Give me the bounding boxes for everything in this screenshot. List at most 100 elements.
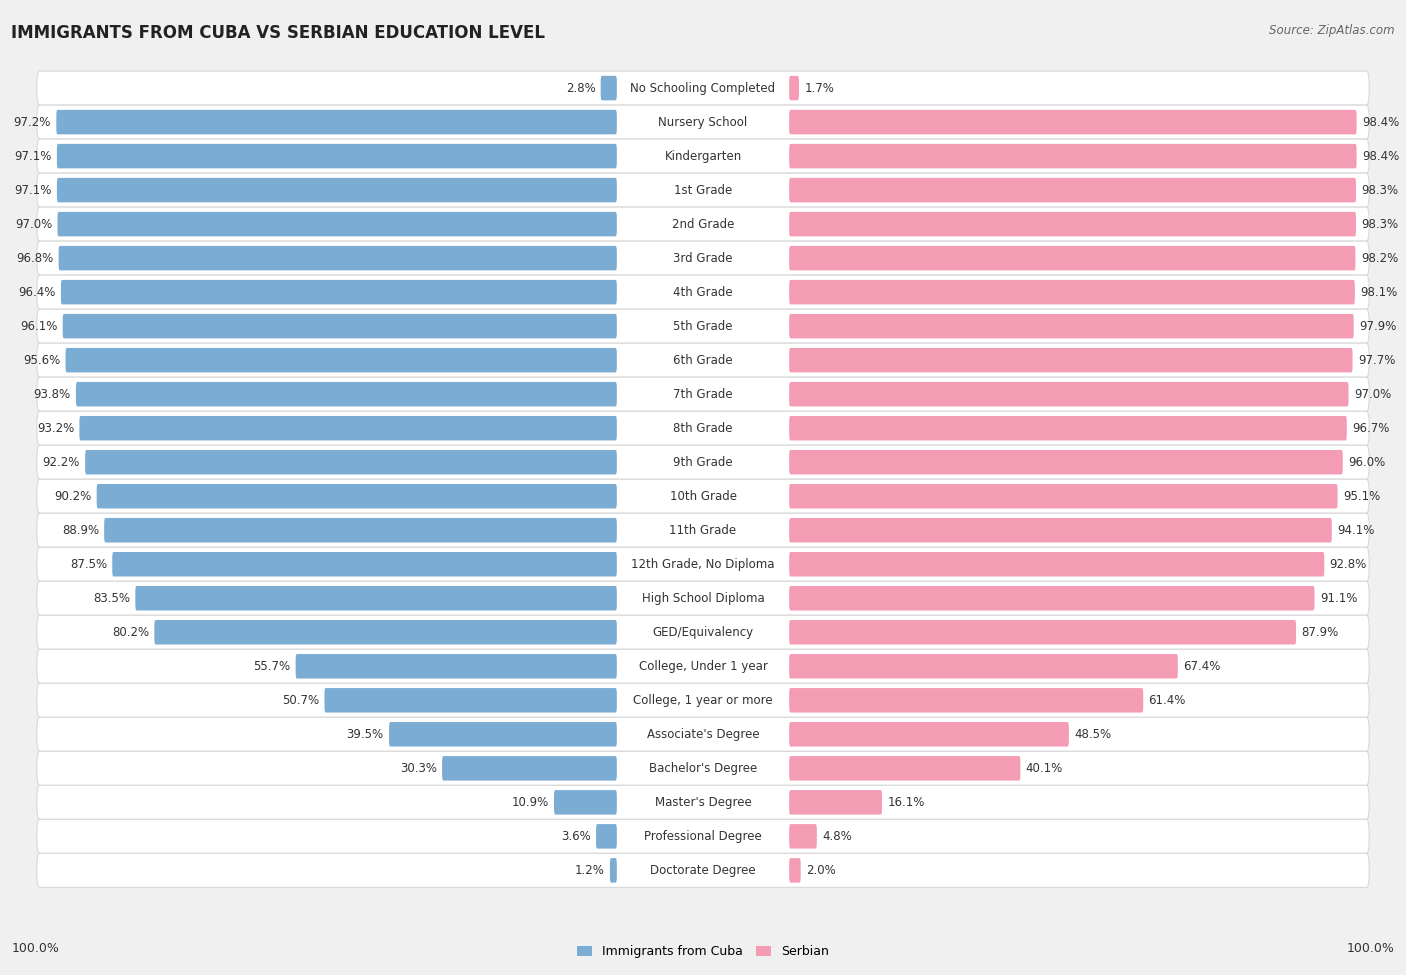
Text: 98.1%: 98.1% <box>1360 286 1398 298</box>
FancyBboxPatch shape <box>63 314 617 338</box>
Text: 87.5%: 87.5% <box>70 558 107 570</box>
Text: 88.9%: 88.9% <box>62 524 98 537</box>
FancyBboxPatch shape <box>37 174 1369 207</box>
FancyBboxPatch shape <box>37 480 1369 513</box>
Text: 2.8%: 2.8% <box>565 82 595 95</box>
FancyBboxPatch shape <box>37 785 1369 819</box>
Text: 100.0%: 100.0% <box>1347 943 1395 956</box>
FancyBboxPatch shape <box>789 76 799 100</box>
FancyBboxPatch shape <box>112 552 617 576</box>
Text: Kindergarten: Kindergarten <box>665 149 741 163</box>
FancyBboxPatch shape <box>789 858 800 882</box>
Text: 97.1%: 97.1% <box>14 149 52 163</box>
FancyBboxPatch shape <box>789 552 1324 576</box>
Text: 98.4%: 98.4% <box>1362 149 1399 163</box>
FancyBboxPatch shape <box>58 212 617 236</box>
Text: 97.1%: 97.1% <box>14 183 52 197</box>
Text: 3rd Grade: 3rd Grade <box>673 252 733 264</box>
Text: 92.8%: 92.8% <box>1330 558 1367 570</box>
Text: 1st Grade: 1st Grade <box>673 183 733 197</box>
Text: 96.7%: 96.7% <box>1353 422 1389 435</box>
FancyBboxPatch shape <box>37 615 1369 649</box>
FancyBboxPatch shape <box>789 722 1069 747</box>
Text: 83.5%: 83.5% <box>93 592 129 604</box>
Text: 4.8%: 4.8% <box>823 830 852 842</box>
Legend: Immigrants from Cuba, Serbian: Immigrants from Cuba, Serbian <box>572 940 834 963</box>
FancyBboxPatch shape <box>37 241 1369 275</box>
Text: 93.8%: 93.8% <box>34 388 70 401</box>
Text: 96.4%: 96.4% <box>18 286 56 298</box>
Text: 95.6%: 95.6% <box>22 354 60 367</box>
FancyBboxPatch shape <box>37 683 1369 718</box>
FancyBboxPatch shape <box>789 416 1347 441</box>
FancyBboxPatch shape <box>789 518 1331 542</box>
FancyBboxPatch shape <box>789 144 1357 169</box>
FancyBboxPatch shape <box>135 586 617 610</box>
FancyBboxPatch shape <box>37 446 1369 480</box>
Text: 100.0%: 100.0% <box>11 943 59 956</box>
Text: 97.0%: 97.0% <box>1354 388 1391 401</box>
FancyBboxPatch shape <box>37 343 1369 377</box>
FancyBboxPatch shape <box>37 853 1369 887</box>
FancyBboxPatch shape <box>37 139 1369 174</box>
FancyBboxPatch shape <box>554 790 617 814</box>
FancyBboxPatch shape <box>37 581 1369 615</box>
Text: 97.9%: 97.9% <box>1360 320 1396 332</box>
FancyBboxPatch shape <box>789 688 1143 713</box>
Text: 96.8%: 96.8% <box>15 252 53 264</box>
Text: 67.4%: 67.4% <box>1182 660 1220 673</box>
Text: 95.1%: 95.1% <box>1343 489 1381 503</box>
FancyBboxPatch shape <box>789 450 1343 475</box>
FancyBboxPatch shape <box>37 411 1369 446</box>
Text: 97.2%: 97.2% <box>14 116 51 129</box>
FancyBboxPatch shape <box>59 246 617 270</box>
FancyBboxPatch shape <box>37 513 1369 547</box>
Text: 39.5%: 39.5% <box>347 727 384 741</box>
Text: 11th Grade: 11th Grade <box>669 524 737 537</box>
Text: College, 1 year or more: College, 1 year or more <box>633 694 773 707</box>
Text: 55.7%: 55.7% <box>253 660 290 673</box>
FancyBboxPatch shape <box>441 756 617 781</box>
FancyBboxPatch shape <box>97 484 617 509</box>
FancyBboxPatch shape <box>789 790 882 814</box>
Text: College, Under 1 year: College, Under 1 year <box>638 660 768 673</box>
Text: 2nd Grade: 2nd Grade <box>672 217 734 231</box>
Text: High School Diploma: High School Diploma <box>641 592 765 604</box>
Text: 61.4%: 61.4% <box>1149 694 1185 707</box>
FancyBboxPatch shape <box>789 484 1337 509</box>
FancyBboxPatch shape <box>86 450 617 475</box>
FancyBboxPatch shape <box>789 756 1021 781</box>
Text: 8th Grade: 8th Grade <box>673 422 733 435</box>
Text: 48.5%: 48.5% <box>1074 727 1111 741</box>
FancyBboxPatch shape <box>789 246 1355 270</box>
FancyBboxPatch shape <box>37 377 1369 411</box>
FancyBboxPatch shape <box>325 688 617 713</box>
Text: Professional Degree: Professional Degree <box>644 830 762 842</box>
FancyBboxPatch shape <box>37 547 1369 581</box>
Text: 93.2%: 93.2% <box>37 422 75 435</box>
FancyBboxPatch shape <box>37 71 1369 105</box>
FancyBboxPatch shape <box>66 348 617 372</box>
FancyBboxPatch shape <box>789 620 1296 644</box>
Text: 96.1%: 96.1% <box>20 320 58 332</box>
Text: 16.1%: 16.1% <box>887 796 925 809</box>
FancyBboxPatch shape <box>37 819 1369 853</box>
Text: 97.7%: 97.7% <box>1358 354 1395 367</box>
FancyBboxPatch shape <box>600 76 617 100</box>
FancyBboxPatch shape <box>789 654 1178 679</box>
FancyBboxPatch shape <box>37 718 1369 752</box>
Text: IMMIGRANTS FROM CUBA VS SERBIAN EDUCATION LEVEL: IMMIGRANTS FROM CUBA VS SERBIAN EDUCATIO… <box>11 24 546 42</box>
FancyBboxPatch shape <box>37 752 1369 785</box>
Text: Nursery School: Nursery School <box>658 116 748 129</box>
FancyBboxPatch shape <box>789 586 1315 610</box>
Text: 6th Grade: 6th Grade <box>673 354 733 367</box>
Text: 94.1%: 94.1% <box>1337 524 1375 537</box>
FancyBboxPatch shape <box>789 110 1357 135</box>
FancyBboxPatch shape <box>79 416 617 441</box>
FancyBboxPatch shape <box>104 518 617 542</box>
Text: 3.6%: 3.6% <box>561 830 591 842</box>
Text: 10.9%: 10.9% <box>512 796 548 809</box>
FancyBboxPatch shape <box>789 314 1354 338</box>
Text: 30.3%: 30.3% <box>399 761 437 775</box>
Text: Doctorate Degree: Doctorate Degree <box>650 864 756 877</box>
